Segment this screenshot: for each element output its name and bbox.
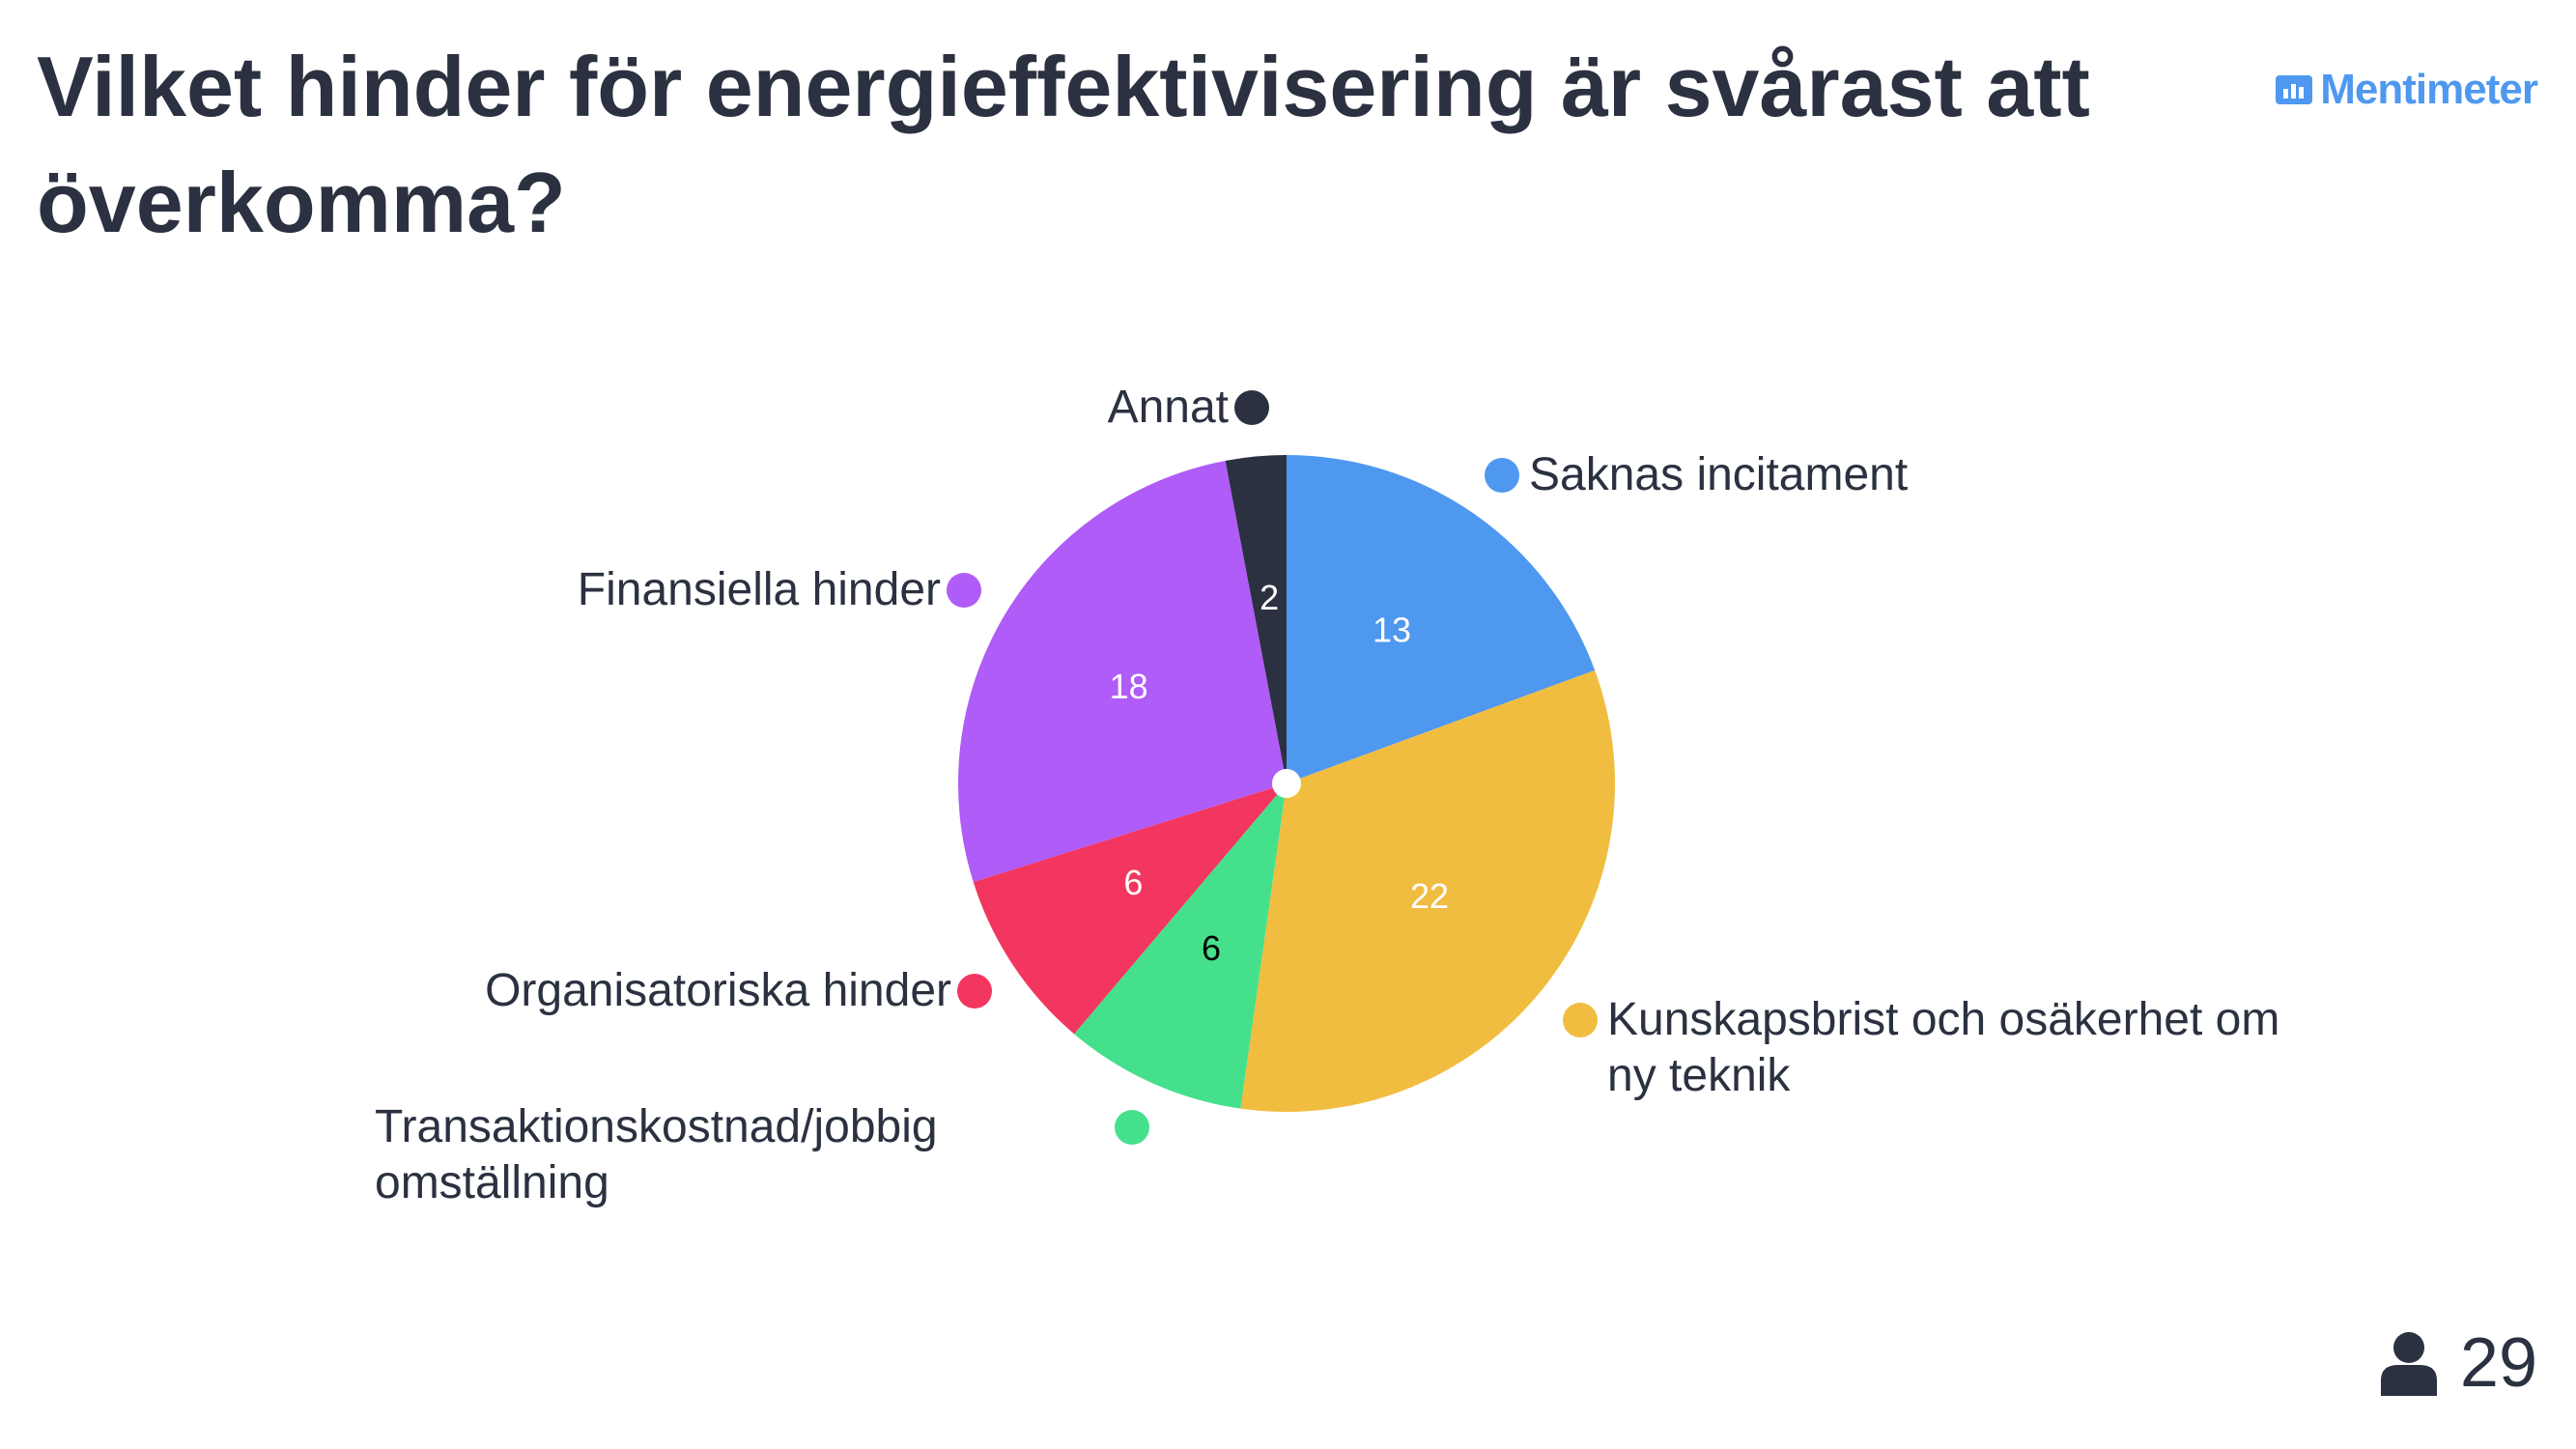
legend-dot (957, 974, 992, 1009)
value-label: 22 (1410, 876, 1449, 916)
slice-label: Saknas incitament (1485, 447, 1908, 503)
value-label: 2 (1260, 578, 1279, 617)
value-label: 6 (1202, 928, 1221, 968)
pie-slice (973, 783, 1287, 1035)
person-icon (2380, 1332, 2437, 1396)
category-label: Kunskapsbrist och osäkerhet om ny teknik (1607, 994, 2280, 1101)
legend-dot (1234, 390, 1269, 425)
category-label: Organisatoriska hinder (485, 965, 951, 1016)
brand-name: Mentimeter (2320, 66, 2538, 113)
category-label: Finansiella hinder (577, 564, 941, 615)
slice-label: Organisatoriska hinder (485, 963, 992, 1019)
category-label: Transaktionskostnad/jobbig omställning (375, 1101, 938, 1208)
participant-count: 29 (2379, 1323, 2537, 1403)
pie-slice (1225, 455, 1287, 783)
pie-center (1272, 769, 1301, 798)
legend-dot (1115, 1110, 1149, 1145)
value-label: 6 (1123, 863, 1143, 902)
brand-icon (2276, 75, 2313, 104)
pie-slice (1074, 783, 1287, 1109)
category-label: Saknas incitament (1529, 449, 1909, 500)
value-label: 18 (1110, 667, 1148, 706)
value-label: 13 (1373, 610, 1411, 649)
slice-label: Kunskapsbrist och osäkerhet om ny teknik (1563, 992, 2341, 1104)
legend-dot (1563, 1003, 1598, 1037)
pie-slice (958, 460, 1287, 883)
pie-slice (1287, 455, 1596, 783)
brand-logo: Mentimeter (2276, 66, 2538, 114)
legend-dot (947, 573, 981, 608)
slice-label: Transaktionskostnad/jobbig omställning (375, 1099, 1149, 1211)
slice-label: Annat (1108, 380, 1269, 436)
slice-label: Finansiella hinder (578, 562, 981, 618)
pie-slice (1240, 669, 1615, 1112)
participant-number: 29 (2459, 1324, 2537, 1402)
category-label: Annat (1107, 382, 1229, 433)
question-title: Vilket hinder för energieffektivisering … (37, 39, 2090, 250)
legend-dot (1485, 458, 1519, 493)
